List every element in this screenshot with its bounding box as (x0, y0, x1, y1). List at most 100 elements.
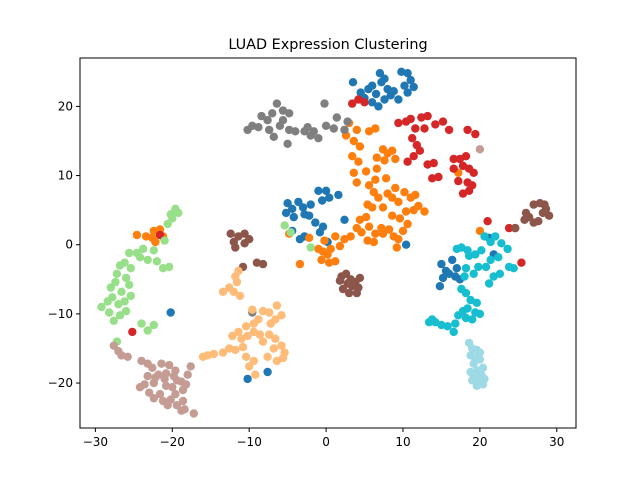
data-point (111, 277, 120, 287)
data-point (529, 200, 538, 209)
data-point (306, 243, 315, 252)
data-point (355, 142, 365, 151)
data-point (234, 266, 243, 276)
data-point (106, 283, 116, 292)
data-point (317, 255, 326, 265)
data-point (143, 326, 152, 335)
data-point (458, 306, 468, 316)
data-point (369, 188, 378, 197)
data-point (475, 309, 485, 319)
data-point (394, 235, 403, 244)
data-point (126, 264, 135, 273)
data-point (495, 269, 505, 278)
data-point (352, 125, 361, 135)
data-point (348, 99, 357, 108)
data-point (475, 355, 485, 364)
data-point (411, 190, 420, 200)
data-point (123, 352, 132, 361)
data-point (377, 223, 386, 233)
data-point (174, 208, 183, 218)
data-point (409, 82, 418, 92)
data-point (352, 223, 361, 233)
data-point (309, 127, 318, 136)
data-point (286, 228, 295, 237)
data-point (461, 313, 471, 323)
data-point (454, 176, 463, 186)
x-tick-label: 20 (472, 435, 487, 449)
data-point (341, 269, 351, 278)
data-point (411, 124, 420, 133)
data-point (171, 389, 180, 399)
data-point (471, 250, 480, 259)
data-point (243, 331, 252, 341)
data-point (281, 208, 291, 218)
data-point (469, 269, 478, 278)
data-point (277, 341, 286, 350)
data-point (295, 259, 305, 269)
data-point (517, 258, 526, 267)
data-point (343, 279, 352, 288)
data-point (429, 158, 438, 168)
data-point (255, 330, 265, 339)
data-point (344, 288, 354, 298)
data-point (198, 352, 208, 361)
data-point (395, 214, 405, 223)
data-point (289, 212, 298, 222)
data-point (369, 237, 378, 247)
data-point (331, 232, 340, 241)
data-point (480, 232, 489, 241)
data-point (249, 319, 258, 328)
data-point (435, 282, 445, 291)
data-point (509, 264, 518, 273)
data-point (403, 219, 412, 229)
x-tick-label: 30 (549, 435, 564, 449)
data-point (398, 226, 408, 236)
data-point (125, 280, 134, 289)
data-point (163, 219, 172, 229)
data-point (349, 168, 358, 177)
data-point (218, 287, 228, 296)
data-point (121, 273, 131, 283)
data-point (403, 157, 412, 166)
data-point (431, 120, 440, 129)
data-point (420, 207, 429, 216)
data-point (314, 134, 323, 143)
data-point (112, 269, 122, 278)
data-point (475, 145, 485, 154)
data-point (544, 211, 554, 220)
data-point (486, 237, 495, 247)
data-point (394, 95, 403, 104)
data-point (368, 81, 377, 90)
data-point (338, 284, 348, 294)
data-point (481, 262, 491, 272)
data-point (469, 359, 478, 368)
data-point (332, 113, 341, 122)
data-point (371, 229, 380, 238)
data-point (372, 164, 381, 173)
data-point (409, 152, 418, 161)
data-point (343, 117, 352, 126)
data-point (491, 232, 500, 241)
data-point (348, 152, 357, 161)
data-point (521, 208, 531, 218)
data-point (231, 243, 240, 252)
data-point (349, 136, 358, 146)
data-point (483, 217, 492, 226)
data-point (451, 319, 460, 328)
data-point (148, 363, 157, 372)
data-point (368, 98, 377, 107)
data-point (151, 373, 160, 382)
data-point (109, 316, 119, 325)
data-point (475, 348, 485, 357)
data-point (254, 123, 263, 132)
data-point (474, 262, 483, 272)
data-point (355, 273, 365, 283)
data-point (228, 331, 237, 341)
data-point (258, 337, 268, 346)
data-point (352, 178, 361, 187)
data-point (135, 253, 145, 262)
data-point (263, 367, 272, 377)
data-point (115, 311, 125, 320)
data-point (314, 186, 323, 195)
data-point (288, 204, 297, 213)
